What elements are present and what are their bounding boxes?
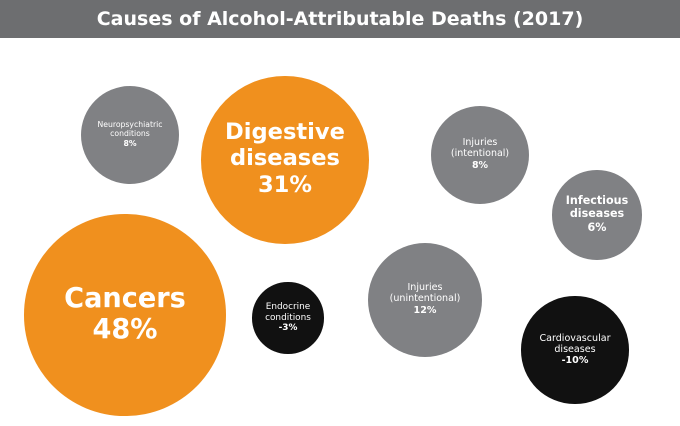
bubble: Cardiovascular diseases -10% — [521, 296, 629, 404]
bubble: Injuries (intentional) 8% — [430, 105, 530, 205]
bubble: Digestive diseases 31% — [201, 76, 369, 244]
bubble-label: Neuropsychiatric conditions — [97, 120, 163, 139]
value-label: 8% — [123, 139, 137, 149]
bubble: Injuries (unintentional) 12% — [367, 242, 483, 358]
chart-title: Causes of Alcohol-Attributable Deaths (2… — [0, 0, 680, 38]
bubble-label: Cardiovascular diseases — [539, 333, 611, 356]
value-label: 6% — [587, 221, 607, 235]
bubble-label: Endocrine conditions — [265, 302, 311, 323]
bubble-label: Digestive diseases — [225, 119, 345, 172]
value-label: 12% — [413, 305, 437, 317]
bubble-label: Infectious diseases — [565, 194, 629, 221]
value-label: -10% — [561, 355, 589, 367]
bubble-label: Cancers — [64, 283, 186, 315]
bubble-label: Injuries (intentional) — [450, 137, 510, 160]
bubble: Infectious diseases 6% — [552, 170, 642, 260]
bubble: Endocrine conditions -3% — [252, 282, 324, 354]
bubble: Cancers 48% — [24, 214, 226, 416]
bubble-label: Injuries (unintentional) — [389, 282, 461, 305]
value-label: -3% — [278, 322, 298, 333]
bubble: Neuropsychiatric conditions 8% — [80, 85, 180, 185]
value-label: 8% — [471, 160, 489, 172]
value-label: 31% — [257, 172, 312, 199]
value-label: 48% — [92, 314, 158, 346]
